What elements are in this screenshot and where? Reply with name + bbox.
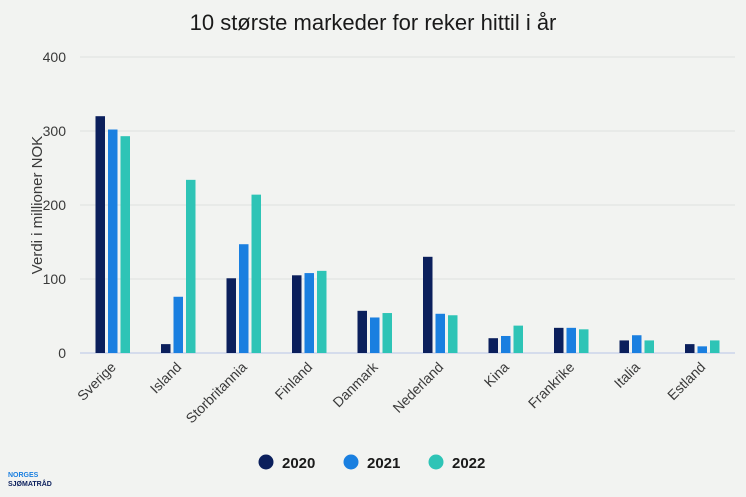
x-tick-label: Storbritannia (182, 359, 250, 427)
y-tick-label: 100 (43, 271, 67, 287)
brand-logo: NORGES SJØMATRÅD (8, 472, 52, 488)
bar-2022-kina (513, 325, 523, 353)
bar-2021-estland (697, 346, 707, 353)
x-tick-label: Nederland (389, 359, 446, 416)
bar-2021-sverige (108, 129, 118, 353)
bar-2020-danmark (357, 310, 367, 353)
bar-2022-frankrike (579, 329, 589, 353)
bar-2021-island (173, 296, 183, 353)
bar-2020-island (161, 344, 171, 353)
x-tick-label: Danmark (329, 358, 381, 410)
logo-line1: NORGES (8, 472, 39, 479)
bar-2020-frankrike (554, 327, 564, 353)
bar-2022-danmark (382, 313, 392, 353)
x-tick-label: Estland (664, 359, 708, 403)
y-tick-label: 300 (43, 123, 67, 139)
legend-item-2021[interactable]: 2021 (343, 454, 401, 473)
bars (95, 116, 720, 353)
bar-2022-storbritannia (251, 194, 261, 353)
legend-swatch (258, 454, 274, 470)
bar-2021-frankrike (566, 327, 576, 353)
bar-2020-estland (685, 344, 695, 353)
bar-2020-kina (488, 338, 498, 353)
legend-label: 2021 (367, 455, 400, 472)
legend-item-2022[interactable]: 2022 (428, 454, 486, 473)
bar-2022-sverige (120, 136, 130, 353)
bar-2021-nederland (435, 313, 445, 353)
x-tick-label: Island (147, 359, 185, 397)
bar-2022-island (186, 179, 196, 353)
x-tick-label: Finland (272, 359, 316, 403)
legend-item-2020[interactable]: 2020 (258, 454, 316, 473)
legend-label: 2022 (452, 455, 485, 472)
legend: 2020 2021 2022 (258, 454, 486, 473)
x-tick-label: Italia (611, 359, 643, 391)
x-tick-label: Sverige (74, 359, 119, 404)
x-tick-label: Frankrike (525, 359, 578, 412)
bar-2020-storbritannia (226, 278, 236, 353)
legend-swatch (428, 454, 444, 470)
y-axis-ticks: 0 100 200 300 400 (43, 49, 67, 361)
bar-2021-finland (304, 273, 314, 353)
x-tick-label: Kina (481, 359, 512, 390)
bar-2022-italia (644, 340, 654, 353)
legend-swatch (343, 454, 359, 470)
y-tick-label: 200 (43, 197, 67, 213)
y-tick-label: 0 (58, 345, 66, 361)
bar-2021-kina (501, 335, 511, 353)
chart-title: 10 største markeder for reker hittil i å… (190, 10, 557, 35)
y-tick-label: 400 (43, 49, 67, 65)
logo-line2: SJØMATRÅD (8, 479, 52, 488)
bar-2021-danmark (370, 317, 380, 353)
bar-2020-finland (292, 275, 302, 353)
legend-label: 2020 (282, 455, 315, 472)
bar-2020-italia (619, 340, 629, 353)
bar-2020-nederland (423, 256, 433, 353)
bar-2022-finland (317, 270, 327, 353)
y-axis-label: Verdi i millioner NOK (29, 136, 46, 274)
bar-2021-storbritannia (239, 244, 249, 353)
bar-2022-nederland (448, 315, 458, 353)
bar-2020-sverige (95, 116, 105, 353)
bar-2022-estland (710, 340, 720, 353)
bar-2021-italia (632, 335, 642, 353)
